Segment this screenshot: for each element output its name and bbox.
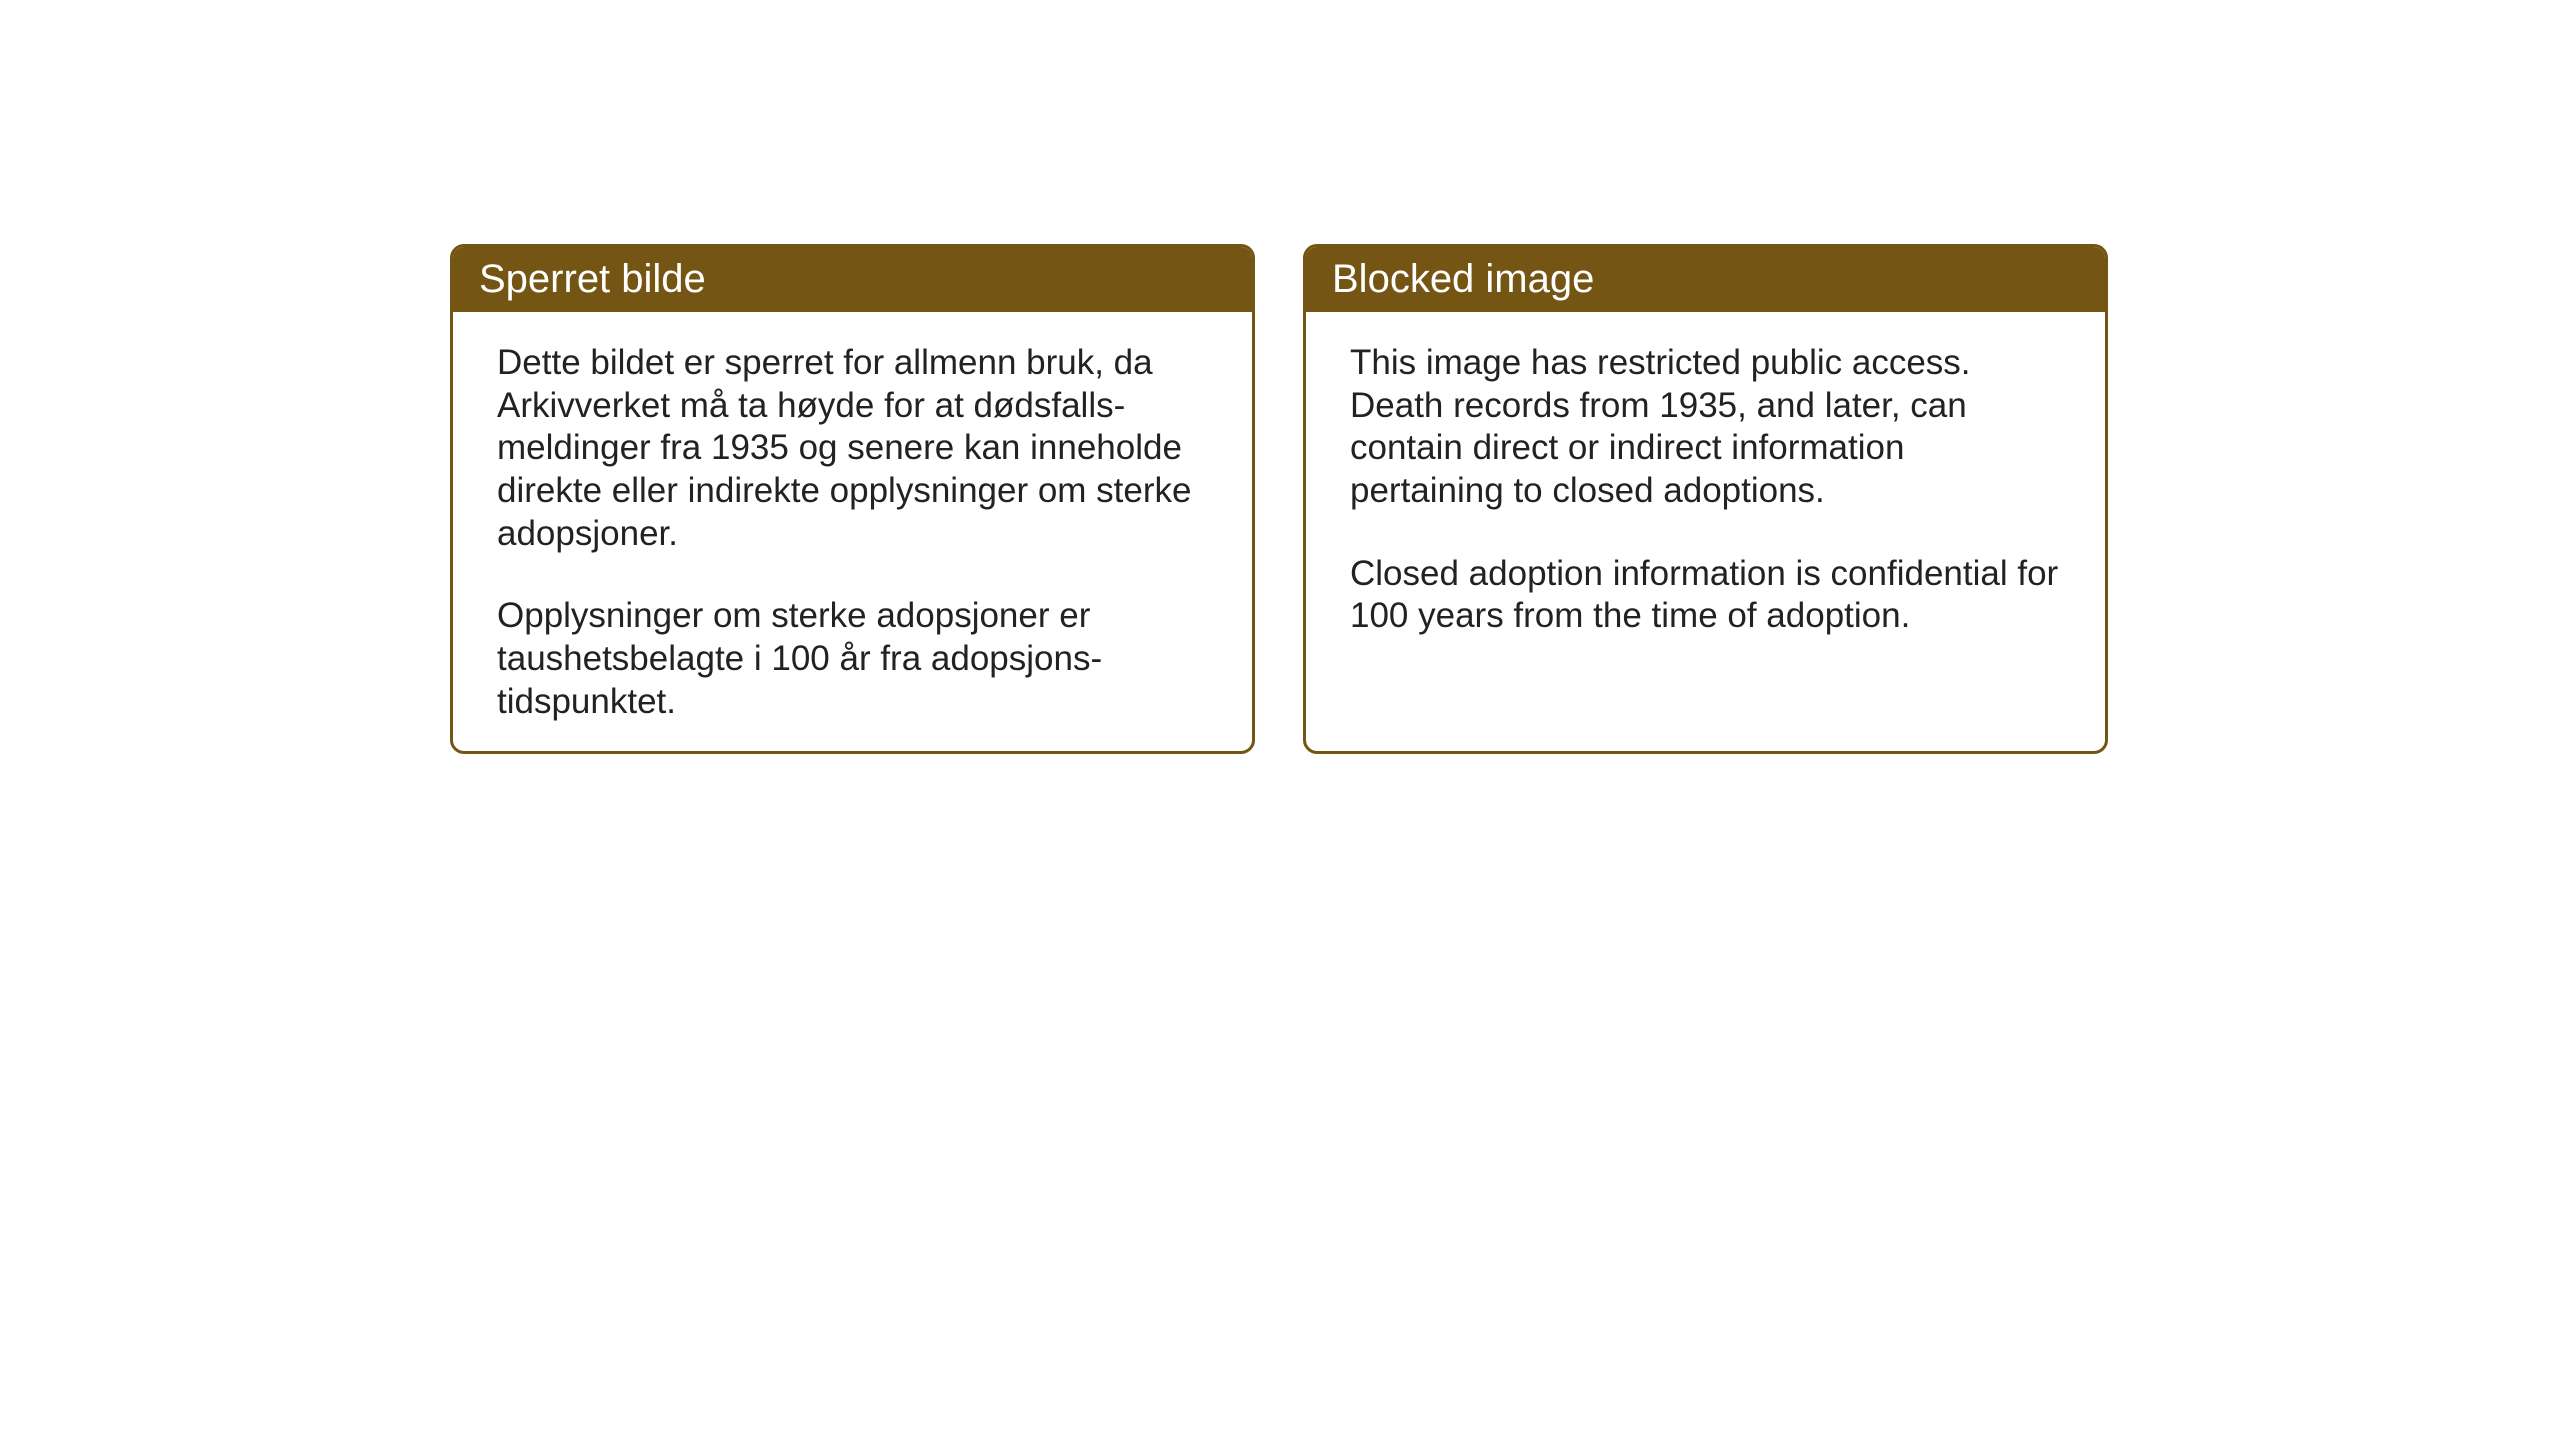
card-title-norwegian: Sperret bilde — [479, 257, 706, 301]
card-body-english: This image has restricted public access.… — [1306, 312, 2105, 668]
notice-container: Sperret bilde Dette bildet er sperret fo… — [450, 244, 2108, 754]
card-title-english: Blocked image — [1332, 257, 1594, 301]
card-header-norwegian: Sperret bilde — [453, 247, 1252, 312]
card-paragraph-2-norwegian: Opplysninger om sterke adopsjoner er tau… — [497, 595, 1208, 723]
notice-card-english: Blocked image This image has restricted … — [1303, 244, 2108, 754]
card-paragraph-2-english: Closed adoption information is confident… — [1350, 553, 2061, 638]
card-paragraph-1-norwegian: Dette bildet er sperret for allmenn bruk… — [497, 342, 1208, 555]
card-header-english: Blocked image — [1306, 247, 2105, 312]
card-paragraph-1-english: This image has restricted public access.… — [1350, 342, 2061, 513]
notice-card-norwegian: Sperret bilde Dette bildet er sperret fo… — [450, 244, 1255, 754]
card-body-norwegian: Dette bildet er sperret for allmenn bruk… — [453, 312, 1252, 754]
